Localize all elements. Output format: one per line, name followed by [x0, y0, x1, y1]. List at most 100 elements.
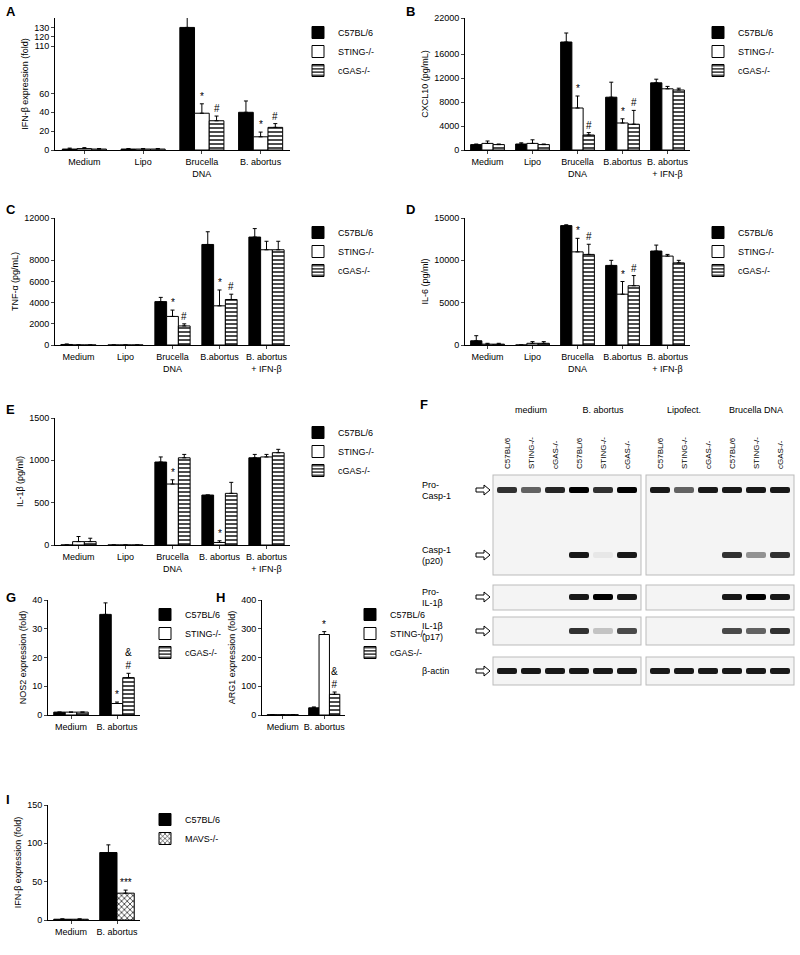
svg-text:cGAS-/-: cGAS-/- [704, 440, 713, 469]
svg-text:4000: 4000 [439, 121, 459, 131]
svg-text:B. abortus: B. abortus [304, 722, 346, 732]
svg-text:0: 0 [454, 145, 459, 155]
svg-text:Lipo: Lipo [117, 352, 134, 362]
svg-text:*: * [218, 277, 222, 288]
svg-text:100: 100 [27, 838, 42, 848]
svg-text:STING-/-: STING-/- [338, 47, 374, 57]
svg-text:IFN-β expression (fold): IFN-β expression (fold) [20, 38, 30, 130]
svg-text:STING-/-: STING-/- [338, 247, 374, 257]
svg-text:*: * [621, 269, 625, 280]
svg-text:C57BL/6: C57BL/6 [338, 428, 373, 438]
svg-text:D: D [406, 202, 415, 217]
svg-text:Casp-1(p20): Casp-1(p20) [422, 545, 451, 566]
svg-text:IFN-β expression (fold): IFN-β expression (fold) [13, 817, 23, 909]
svg-text:NOS2 expression (fold): NOS2 expression (fold) [18, 611, 28, 705]
svg-text:B.abortus: B.abortus [200, 352, 239, 362]
svg-text:E: E [6, 402, 15, 417]
svg-text:BrucellaDNA: BrucellaDNA [186, 157, 219, 179]
svg-text:*: * [322, 619, 326, 630]
svg-text:STING-/-: STING-/- [599, 437, 608, 469]
svg-text:*: * [171, 467, 175, 478]
svg-text:B. abortus: B. abortus [96, 722, 138, 732]
svg-text:Medium: Medium [471, 352, 503, 362]
svg-text:#: # [586, 231, 592, 242]
svg-text:6000: 6000 [29, 277, 49, 287]
svg-text:12000: 12000 [434, 73, 459, 83]
svg-text:Medium: Medium [62, 552, 94, 562]
svg-text:IL-1β (pg/ml): IL-1β (pg/ml) [15, 456, 25, 507]
svg-text:Lipofect.: Lipofect. [667, 405, 701, 415]
svg-text:16000: 16000 [434, 49, 459, 59]
svg-text:120: 120 [34, 32, 49, 42]
svg-text:#: # [586, 120, 592, 131]
svg-text:B. abortus: B. abortus [240, 157, 282, 167]
svg-text:C57BL/6: C57BL/6 [185, 610, 220, 620]
svg-text:A: A [6, 4, 16, 19]
svg-text:Brucella DNA: Brucella DNA [729, 405, 783, 415]
svg-text:*: * [259, 119, 263, 130]
svg-text:β-actin: β-actin [422, 666, 449, 676]
svg-text:50: 50 [32, 877, 42, 887]
svg-text:C57BL/6: C57BL/6 [728, 437, 737, 469]
svg-text:B. abortus+ IFN-β: B. abortus+ IFN-β [246, 552, 288, 574]
svg-text:0: 0 [251, 710, 256, 720]
svg-text:1000: 1000 [29, 455, 49, 465]
svg-text:0: 0 [44, 540, 49, 550]
svg-text:40: 40 [32, 595, 42, 605]
svg-text:4000: 4000 [29, 298, 49, 308]
svg-text:10000: 10000 [434, 255, 459, 265]
svg-text:cGAS-/-: cGAS-/- [338, 466, 370, 476]
svg-text:Medium: Medium [68, 157, 100, 167]
svg-text:B.abortus: B.abortus [603, 157, 642, 167]
svg-text:Medium: Medium [267, 722, 299, 732]
svg-text:B.abortus: B.abortus [603, 352, 642, 362]
svg-text:STING-/-: STING-/- [752, 437, 761, 469]
svg-text:10: 10 [32, 681, 42, 691]
svg-text:IL-6 (pg/ml): IL-6 (pg/ml) [420, 258, 430, 304]
svg-text:STING-/-: STING-/- [527, 437, 536, 469]
svg-text:CXCL10 (pg/mL): CXCL10 (pg/mL) [420, 50, 430, 118]
svg-text:I: I [6, 792, 10, 807]
svg-text:#: # [272, 111, 278, 122]
svg-text:cGAS-/-: cGAS-/- [623, 440, 632, 469]
svg-text:B. abortus+ IFN-β: B. abortus+ IFN-β [647, 352, 689, 374]
svg-text:G: G [6, 590, 16, 605]
svg-text:#: # [228, 281, 234, 292]
svg-text:Lipo: Lipo [135, 157, 152, 167]
svg-text:0: 0 [454, 340, 459, 350]
svg-text:0: 0 [37, 915, 42, 925]
svg-text:cGAS-/-: cGAS-/- [551, 440, 560, 469]
svg-text:C57BL/6: C57BL/6 [656, 437, 665, 469]
svg-text:*: * [576, 83, 580, 94]
svg-text:12000: 12000 [24, 213, 49, 223]
svg-text:cGAS-/-: cGAS-/- [738, 66, 770, 76]
svg-text:20: 20 [32, 653, 42, 663]
svg-text:200: 200 [241, 653, 256, 663]
svg-text:B. abortus: B. abortus [96, 927, 138, 937]
svg-text:2000: 2000 [29, 319, 49, 329]
svg-text:B. abortus+ IFN-β: B. abortus+ IFN-β [647, 157, 689, 179]
svg-text:STING-/-: STING-/- [390, 629, 426, 639]
svg-text:BrucellaDNA: BrucellaDNA [561, 352, 594, 374]
svg-text:STING-/-: STING-/- [185, 629, 221, 639]
svg-text:500: 500 [34, 498, 49, 508]
svg-text:medium: medium [515, 405, 547, 415]
svg-text:C57BL/6: C57BL/6 [575, 437, 584, 469]
svg-text:C57BL/6: C57BL/6 [185, 815, 220, 825]
svg-text:C57BL/6: C57BL/6 [338, 28, 373, 38]
svg-text:STING-/-: STING-/- [338, 447, 374, 457]
svg-text:1500: 1500 [29, 413, 49, 423]
svg-text:Medium: Medium [55, 722, 87, 732]
svg-text:B. abortus: B. abortus [199, 552, 241, 562]
svg-text:IL-1β(p17): IL-1β(p17) [422, 621, 443, 642]
svg-text:F: F [420, 397, 428, 412]
svg-text:TNF-α (pg/mL): TNF-α (pg/mL) [10, 252, 20, 311]
svg-text:H: H [216, 590, 225, 605]
svg-text:BrucellaDNA: BrucellaDNA [156, 552, 189, 574]
svg-text:&#: &# [125, 647, 132, 671]
svg-text:cGAS-/-: cGAS-/- [776, 440, 785, 469]
svg-text:C57BL/6: C57BL/6 [503, 437, 512, 469]
svg-text:300: 300 [241, 624, 256, 634]
svg-text:40: 40 [39, 107, 49, 117]
svg-text:ARG1 expression (fold): ARG1 expression (fold) [227, 611, 237, 705]
